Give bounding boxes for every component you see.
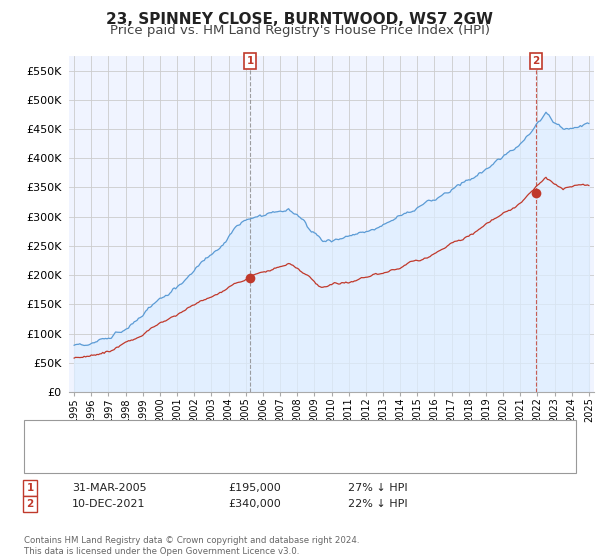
Text: Price paid vs. HM Land Registry's House Price Index (HPI): Price paid vs. HM Land Registry's House … bbox=[110, 24, 490, 36]
Text: 22% ↓ HPI: 22% ↓ HPI bbox=[348, 499, 407, 509]
Text: ———: ——— bbox=[36, 428, 73, 441]
Text: 2: 2 bbox=[26, 499, 34, 509]
Text: 27% ↓ HPI: 27% ↓ HPI bbox=[348, 483, 407, 493]
Text: 2: 2 bbox=[532, 56, 539, 66]
Text: £340,000: £340,000 bbox=[228, 499, 281, 509]
Text: 31-MAR-2005: 31-MAR-2005 bbox=[72, 483, 146, 493]
Text: £195,000: £195,000 bbox=[228, 483, 281, 493]
Text: 23, SPINNEY CLOSE, BURNTWOOD, WS7 2GW (detached house): 23, SPINNEY CLOSE, BURNTWOOD, WS7 2GW (d… bbox=[78, 430, 410, 440]
Text: ———: ——— bbox=[36, 452, 73, 465]
Text: HPI: Average price, detached house, Lichfield: HPI: Average price, detached house, Lich… bbox=[78, 453, 315, 463]
Text: 23, SPINNEY CLOSE, BURNTWOOD, WS7 2GW: 23, SPINNEY CLOSE, BURNTWOOD, WS7 2GW bbox=[107, 12, 493, 27]
Text: 10-DEC-2021: 10-DEC-2021 bbox=[72, 499, 146, 509]
Text: 1: 1 bbox=[247, 56, 254, 66]
Text: Contains HM Land Registry data © Crown copyright and database right 2024.
This d: Contains HM Land Registry data © Crown c… bbox=[24, 536, 359, 556]
Text: 1: 1 bbox=[26, 483, 34, 493]
